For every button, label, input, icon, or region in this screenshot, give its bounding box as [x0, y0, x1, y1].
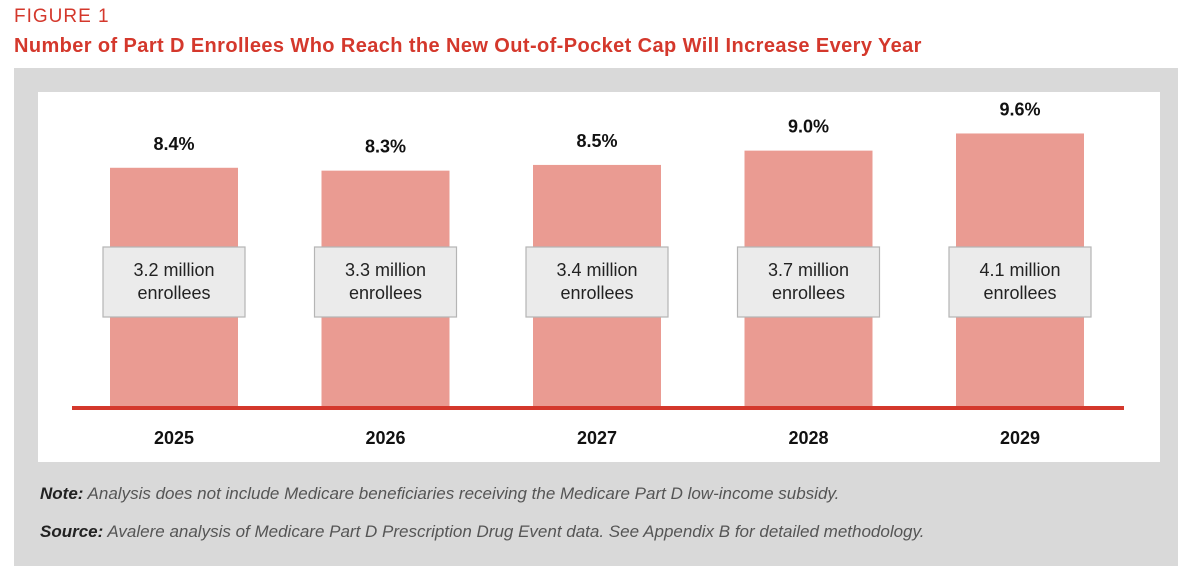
enrollee-box-2025: [102, 246, 246, 318]
value-label-2028: 9.0%: [788, 117, 829, 137]
bar-chart: 8.4% 3.2 million enrollees 2025 8.3% 3.3 mill…: [72, 99, 1124, 448]
source-label: Source:: [40, 522, 104, 541]
enrollee-count-2028: 3.7 million: [768, 260, 849, 280]
value-label-2027: 8.5%: [576, 131, 617, 151]
x-tick-label-2026: 2026: [365, 428, 405, 448]
enrollee-unit-2025: enrollees: [137, 283, 210, 303]
source-text: Avalere analysis of Medicare Part D Pres…: [103, 522, 925, 541]
note: Note: Analysis does not include Medicare…: [40, 484, 839, 504]
enrollee-box-2026: [313, 246, 458, 318]
x-tick-label-2029: 2029: [1000, 428, 1040, 448]
enrollee-unit-2027: enrollees: [560, 283, 633, 303]
enrollee-count-2026: 3.3 million: [345, 260, 426, 280]
chart-area: 8.4% 3.2 million enrollees 2025 8.3% 3.3 mill…: [38, 92, 1160, 462]
enrollee-unit-2026: enrollees: [349, 283, 422, 303]
value-label-2026: 8.3%: [365, 137, 406, 157]
note-text: Analysis does not include Medicare benef…: [83, 484, 840, 503]
enrollee-box-2029: [948, 246, 1092, 318]
value-label-2029: 9.6%: [999, 99, 1040, 119]
enrollee-unit-2029: enrollees: [983, 283, 1056, 303]
x-tick-label-2027: 2027: [577, 428, 617, 448]
x-tick-label-2028: 2028: [788, 428, 828, 448]
value-label-2025: 8.4%: [153, 134, 194, 154]
x-tick-label-2025: 2025: [154, 428, 194, 448]
enrollee-box-2028: [736, 246, 881, 318]
enrollee-unit-2028: enrollees: [772, 283, 845, 303]
enrollee-count-2027: 3.4 million: [556, 260, 637, 280]
note-label: Note:: [40, 484, 84, 503]
figure-label: FIGURE 1: [14, 6, 110, 27]
enrollee-box-2027: [525, 246, 669, 318]
enrollee-count-2025: 3.2 million: [133, 260, 214, 280]
source: Source: Avalere analysis of Medicare Par…: [40, 522, 924, 542]
enrollee-count-2029: 4.1 million: [979, 260, 1060, 280]
figure-title: Number of Part D Enrollees Who Reach the…: [14, 35, 922, 57]
